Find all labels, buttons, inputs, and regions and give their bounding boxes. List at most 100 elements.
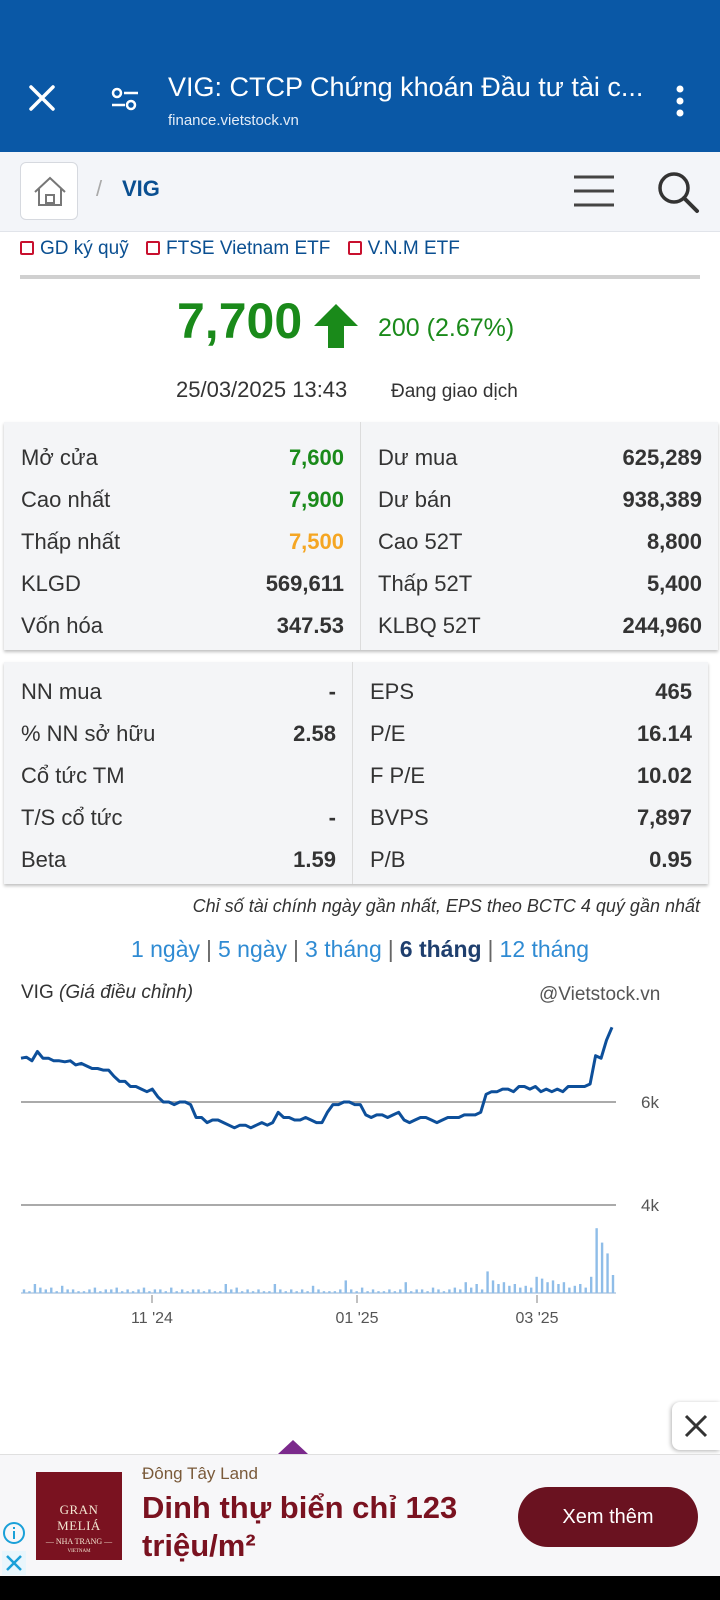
volume-bar [230,1289,233,1293]
search-icon[interactable] [656,170,700,214]
close-icon[interactable] [26,82,58,114]
current-price: 7,700 [177,293,303,349]
ad-close-button[interactable] [672,1402,720,1450]
volume-bar [268,1291,271,1293]
volume-bar [459,1289,462,1293]
period-6m[interactable]: 6 tháng [399,936,482,962]
stat-row: Thấp 52T 5,400 [378,571,702,596]
browser-toolbar: VIG: CTCP Chứng khoán Đầu tư tài c... fi… [0,0,720,152]
volume-bar [88,1289,91,1293]
tag-vnm-etf[interactable]: V.N.M ETF [347,238,460,260]
volume-bar [208,1289,211,1293]
volume-bar [115,1287,118,1293]
period-3m[interactable]: 3 tháng [305,936,382,962]
volume-bar [366,1291,369,1293]
volume-bar [529,1287,533,1293]
ad-indicator [278,1440,308,1454]
volume-bar [126,1289,129,1293]
tag-margin[interactable]: GD ký quỹ [20,238,129,260]
volume-bar [360,1287,364,1293]
volume-bar [399,1289,402,1293]
stat-row: EPS 465 [370,679,692,704]
checkbox-icon [20,241,34,255]
volume-bar [180,1289,184,1293]
volume-bar [420,1289,424,1293]
stat-row: NN mua - [21,679,336,704]
checkbox-icon [145,241,160,255]
volume-bar [442,1291,446,1293]
home-button[interactable] [20,162,78,220]
breadcrumb-symbol[interactable]: VIG [122,176,160,201]
period-12m[interactable]: 12 tháng [499,936,590,962]
x-tick-label: 01 '25 [335,1310,378,1327]
volume-bar [410,1291,413,1293]
volume-bar [339,1289,342,1293]
volume-bar [317,1289,320,1293]
stat-row: % NN sở hữu 2.58 [21,721,336,746]
tag-ftse-etf[interactable]: FTSE Vietnam ETF [145,238,330,260]
volume-bar [164,1291,167,1293]
volume-bar [431,1287,435,1293]
stat-row: Thấp nhất 7,500 [21,529,344,554]
menu-icon[interactable] [572,174,616,208]
period-5d[interactable]: 5 ngày [217,936,288,962]
volume-bar [159,1289,162,1293]
volume-bar [388,1289,391,1293]
volume-bar [600,1242,604,1293]
volume-bar [197,1289,200,1293]
volume-bar [333,1291,337,1293]
arrow-up-icon [314,304,358,348]
divider [20,275,700,279]
volume-bar [513,1284,517,1293]
period-1d[interactable]: 1 ngày [130,936,200,962]
volume-bar [322,1291,326,1293]
volume-bar [33,1284,37,1293]
ad-banner[interactable]: GRAN MELIÁ — NHA TRANG — VIETNAM Đông Tâ… [0,1454,720,1576]
stat-low: 7,500 [288,529,344,554]
volume-bar [251,1291,255,1293]
x-tick-label: 11 '24 [131,1310,173,1327]
stat-row: Cao 52T 8,800 [378,529,702,554]
site-settings-icon[interactable] [110,86,140,112]
volume-bar [535,1276,538,1293]
volume-bar [491,1280,495,1293]
stat-row: Cổ tức TM [21,763,125,788]
volume-bar [202,1291,206,1293]
ad-dismiss-icon[interactable] [2,1551,26,1575]
price-chart[interactable]: 6k 4k 11 '24 01 '25 03 '25 [0,1010,720,1360]
volume-bar [568,1287,571,1293]
stat-row: F P/E 10.02 [370,763,692,788]
volume-bar [175,1291,178,1293]
volume-bar [464,1282,467,1293]
more-options-icon[interactable] [670,84,690,118]
volume-bar [137,1289,140,1293]
financial-stats-panel: NN mua - % NN sở hữu 2.58 Cổ tức TM T/S cổ… [4,662,708,884]
volume-bar [519,1287,522,1293]
volume-bar [448,1289,451,1293]
stat-row: T/S cổ tức - [21,805,336,830]
volume-bar [480,1289,484,1293]
y-tick-label: 4k [641,1196,659,1215]
stat-row: P/E 16.14 [370,721,692,746]
volume-bar [377,1291,380,1293]
volume-bar [240,1291,244,1293]
volume-bar [44,1289,48,1293]
ad-cta-button[interactable]: Xem thêm [518,1487,698,1547]
stat-row: P/B 0.95 [370,847,692,872]
volume-bar [404,1282,407,1293]
volume-bar [82,1291,86,1293]
volume-bar [311,1285,315,1293]
stat-open: 7,600 [288,445,344,470]
ad-info-icon[interactable] [2,1521,26,1545]
page-title: VIG: CTCP Chứng khoán Đầu tư tài c... [168,72,644,102]
ad-logo: GRAN MELIÁ — NHA TRANG — VIETNAM [36,1472,122,1560]
period-selector: 1 ngày | 5 ngày | 3 tháng | 6 tháng | 12 tháng [130,936,590,962]
volume-bar [224,1284,227,1293]
x-tick-label: 03 '25 [515,1310,558,1327]
stat-high: 7,900 [288,487,344,512]
volume-bar [350,1289,353,1293]
volume-bar [426,1291,429,1293]
volume-bar [148,1291,151,1293]
volume-bar [546,1282,549,1293]
volume-bar [300,1289,304,1293]
